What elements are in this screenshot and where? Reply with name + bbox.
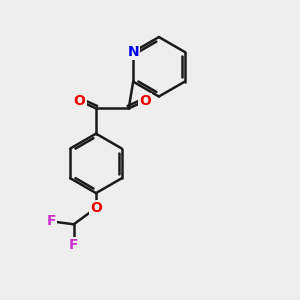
- Text: O: O: [90, 201, 102, 215]
- Text: O: O: [139, 94, 151, 108]
- Text: N: N: [128, 45, 139, 59]
- Text: F: F: [47, 214, 56, 228]
- Text: O: O: [74, 94, 85, 108]
- Text: F: F: [69, 238, 79, 252]
